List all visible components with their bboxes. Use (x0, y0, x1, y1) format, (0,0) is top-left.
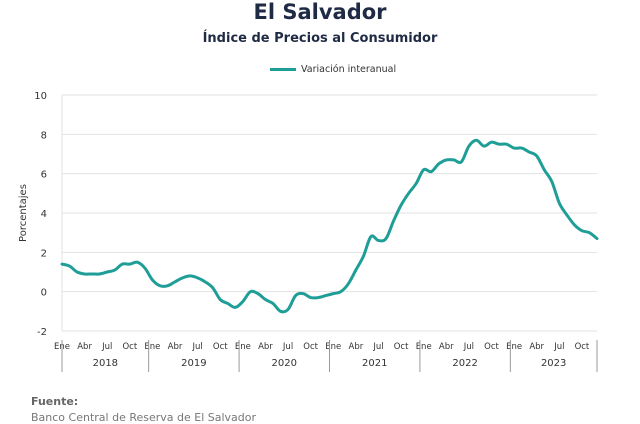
year-label: 2019 (181, 358, 206, 369)
x-tick-label: Oct (213, 342, 228, 352)
x-tick-label: Abr (168, 342, 183, 352)
x-tick-label: Oct (122, 342, 137, 352)
y-tick-label: 6 (41, 170, 47, 181)
x-tick-label: Oct (575, 342, 590, 352)
y-tick-label: 2 (41, 248, 47, 259)
x-tick-label: Abr (258, 342, 273, 352)
x-tick-label: Abr (439, 342, 454, 352)
legend: Variación interanual (270, 64, 396, 75)
x-tick-label: Jul (463, 342, 474, 352)
x-tick-label: Abr (77, 342, 92, 352)
year-label: 2018 (93, 358, 118, 369)
x-tick-label: Ene (325, 342, 341, 352)
source-text: Banco Central de Reserva de El Salvador (31, 411, 257, 424)
y-axis-title: Porcentajes (18, 184, 29, 242)
x-tick-label: Abr (349, 342, 364, 352)
x-tick-label: Oct (303, 342, 318, 352)
x-tick-label: Jul (372, 342, 383, 352)
y-tick-label: 10 (34, 91, 47, 102)
y-tick-label: -2 (37, 327, 47, 338)
legend-label: Variación interanual (301, 64, 397, 75)
series-line-variacion-interanual (60, 138, 599, 314)
x-tick-label: Ene (416, 342, 432, 352)
y-tick-label: 0 (41, 288, 47, 299)
x-tick-label: Ene (235, 342, 251, 352)
year-label: 2022 (452, 358, 477, 369)
chart-subtitle: Índice de Precios al Consumidor (202, 31, 438, 46)
year-label: 2020 (272, 358, 297, 369)
x-tick-label: Oct (484, 342, 499, 352)
x-tick-label: Jul (282, 342, 293, 352)
year-label: 2023 (541, 358, 566, 369)
legend-swatch (270, 68, 296, 71)
y-tick-label: 8 (41, 130, 47, 141)
x-tick-label: Ene (144, 342, 160, 352)
x-tick-label: Ene (506, 342, 522, 352)
x-tick-label: Abr (529, 342, 544, 352)
chart-title: El Salvador (253, 0, 387, 24)
year-label: 2021 (362, 358, 387, 369)
x-tick-label: Jul (192, 342, 203, 352)
y-tick-label: 4 (41, 209, 47, 220)
x-tick-label: Jul (101, 342, 112, 352)
x-tick-label: Jul (553, 342, 564, 352)
x-tick-label: Oct (394, 342, 409, 352)
source-label: Fuente: (31, 395, 79, 408)
